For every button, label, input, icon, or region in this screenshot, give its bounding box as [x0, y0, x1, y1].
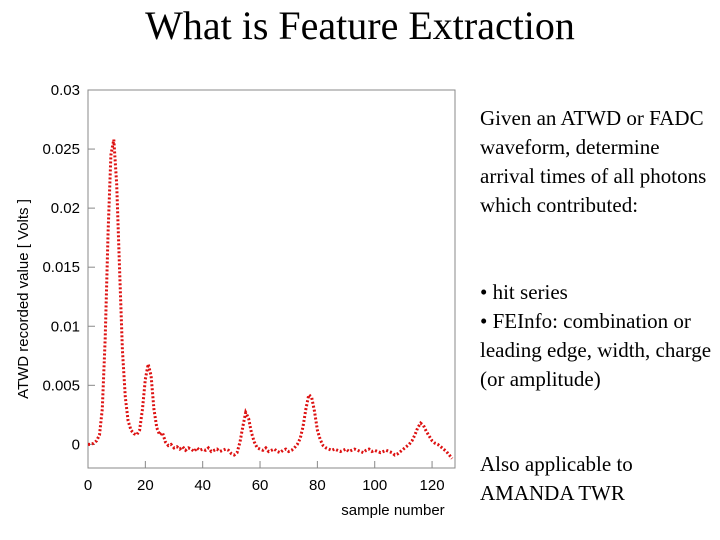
- x-tick-label: 100: [362, 477, 387, 494]
- applicability-note: Also applicable to AMANDA TWR: [480, 452, 633, 505]
- waveform-chart: 0 0.005 0.01 0.015 0.02 0.025 0.03 0 20 40 60 80 10…: [15, 82, 456, 519]
- y-axis-ticks: 0 0.005 0.01 0.015 0.02 0.025 0.03: [42, 82, 95, 453]
- x-tick-label: 0: [84, 477, 92, 494]
- y-tick-label: 0.02: [51, 200, 80, 217]
- x-tick-label: 40: [194, 477, 211, 494]
- bullet-list: • hit series • FEInfo: combination or le…: [480, 278, 712, 394]
- x-tick-label: 60: [252, 477, 269, 494]
- y-axis-label: ATWD recorded value [ Volts ]: [15, 199, 32, 399]
- y-tick-label: 0: [72, 436, 80, 453]
- slide-title: What is Feature Extraction: [145, 3, 575, 48]
- x-tick-label: 80: [309, 477, 326, 494]
- bullet-hit-series: • hit series: [480, 280, 568, 304]
- y-tick-label: 0.01: [51, 318, 80, 335]
- intro-text: Given an ATWD or FADC waveform, determin…: [480, 106, 707, 217]
- plot-area-frame: [87, 89, 456, 469]
- x-tick-label: 20: [137, 477, 154, 494]
- y-tick-label: 0.015: [42, 259, 80, 276]
- x-tick-label: 120: [420, 477, 445, 494]
- bullet-feinfo: • FEInfo: combination or leading edge, w…: [480, 309, 712, 391]
- y-tick-label: 0.005: [42, 377, 80, 394]
- waveform-series-line: [88, 139, 454, 460]
- x-axis-ticks: 0 20 40 60 80 100 120: [84, 461, 445, 494]
- y-tick-label: 0.025: [42, 141, 80, 158]
- y-tick-label: 0.03: [51, 82, 80, 99]
- x-axis-label: sample number: [341, 502, 444, 519]
